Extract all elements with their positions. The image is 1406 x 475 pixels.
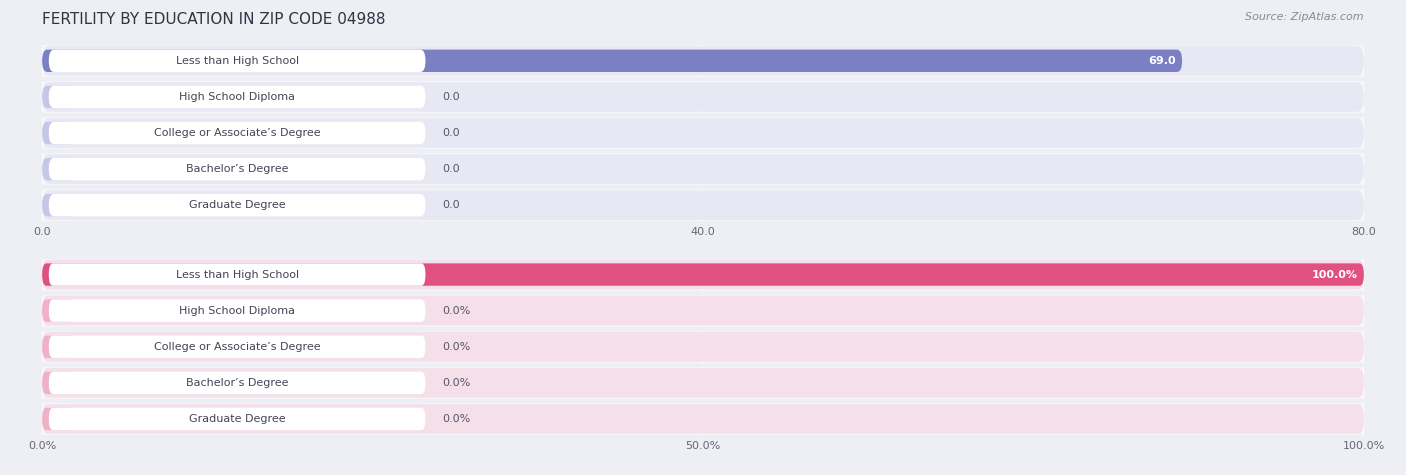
FancyBboxPatch shape (42, 194, 76, 217)
Text: 0.0%: 0.0% (443, 378, 471, 388)
FancyBboxPatch shape (42, 263, 1364, 286)
FancyBboxPatch shape (42, 371, 76, 394)
Text: FERTILITY BY EDUCATION IN ZIP CODE 04988: FERTILITY BY EDUCATION IN ZIP CODE 04988 (42, 12, 385, 27)
Text: 0.0%: 0.0% (443, 305, 471, 316)
Text: College or Associate’s Degree: College or Associate’s Degree (153, 128, 321, 138)
FancyBboxPatch shape (42, 46, 1364, 76)
FancyBboxPatch shape (42, 404, 1364, 434)
FancyBboxPatch shape (49, 158, 426, 180)
FancyBboxPatch shape (49, 371, 426, 394)
Text: Less than High School: Less than High School (176, 269, 298, 280)
Text: 100.0%: 100.0% (1312, 269, 1357, 280)
FancyBboxPatch shape (49, 194, 426, 217)
FancyBboxPatch shape (49, 122, 426, 144)
FancyBboxPatch shape (42, 335, 76, 358)
FancyBboxPatch shape (42, 408, 76, 430)
Text: Source: ZipAtlas.com: Source: ZipAtlas.com (1246, 12, 1364, 22)
FancyBboxPatch shape (42, 158, 76, 180)
FancyBboxPatch shape (42, 332, 1364, 361)
Text: High School Diploma: High School Diploma (179, 92, 295, 102)
FancyBboxPatch shape (42, 154, 1364, 184)
FancyBboxPatch shape (42, 296, 1364, 325)
Text: 0.0%: 0.0% (443, 414, 471, 424)
Text: 0.0: 0.0 (443, 200, 460, 210)
Text: College or Associate’s Degree: College or Associate’s Degree (153, 342, 321, 352)
FancyBboxPatch shape (49, 299, 426, 322)
Text: Graduate Degree: Graduate Degree (188, 414, 285, 424)
FancyBboxPatch shape (42, 260, 1364, 289)
FancyBboxPatch shape (42, 122, 76, 144)
Text: Bachelor’s Degree: Bachelor’s Degree (186, 164, 288, 174)
Text: 0.0: 0.0 (443, 92, 460, 102)
Text: 0.0%: 0.0% (443, 342, 471, 352)
FancyBboxPatch shape (49, 263, 426, 286)
FancyBboxPatch shape (42, 368, 1364, 398)
FancyBboxPatch shape (42, 299, 76, 322)
FancyBboxPatch shape (42, 86, 76, 108)
FancyBboxPatch shape (49, 49, 426, 72)
FancyBboxPatch shape (42, 82, 1364, 112)
FancyBboxPatch shape (42, 190, 1364, 220)
Text: 0.0: 0.0 (443, 164, 460, 174)
FancyBboxPatch shape (42, 118, 1364, 148)
Text: 0.0: 0.0 (443, 128, 460, 138)
Text: Graduate Degree: Graduate Degree (188, 200, 285, 210)
Text: Bachelor’s Degree: Bachelor’s Degree (186, 378, 288, 388)
FancyBboxPatch shape (49, 335, 426, 358)
FancyBboxPatch shape (49, 408, 426, 430)
Text: Less than High School: Less than High School (176, 56, 298, 66)
FancyBboxPatch shape (42, 49, 1182, 72)
Text: 69.0: 69.0 (1147, 56, 1175, 66)
FancyBboxPatch shape (49, 86, 426, 108)
Text: High School Diploma: High School Diploma (179, 305, 295, 316)
